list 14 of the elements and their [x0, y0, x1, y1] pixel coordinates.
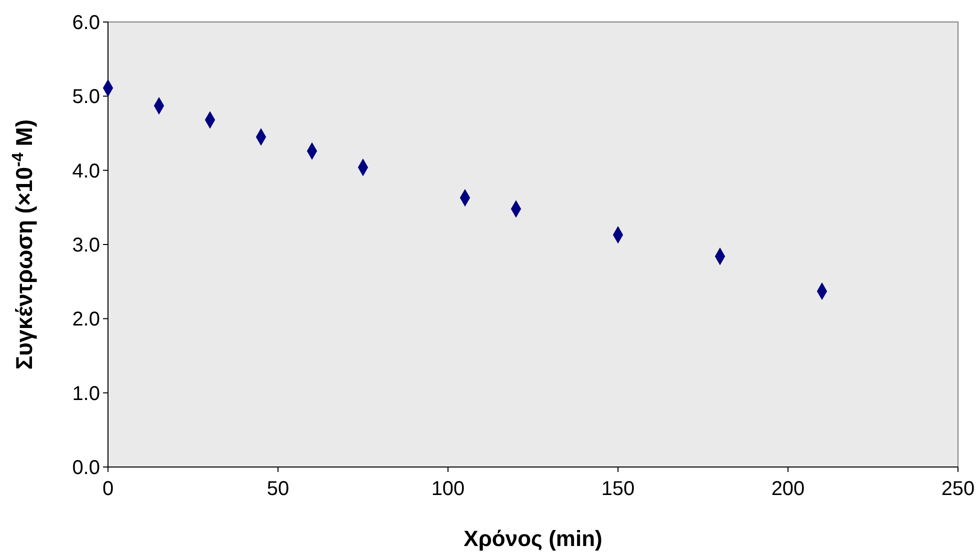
x-tick-label: 200 [771, 478, 805, 500]
y-tick-label: 1.0 [72, 382, 100, 405]
x-tick-label: 250 [941, 478, 975, 500]
y-tick-label: 4.0 [72, 160, 100, 182]
x-tick-label: 0 [102, 478, 114, 500]
y-tick-label: 5.0 [72, 86, 100, 108]
y-tick-label: 0.0 [72, 457, 100, 479]
y-tick-label: 6.0 [72, 12, 100, 34]
x-axis-title: Χρόνος (min) [464, 526, 602, 551]
x-tick-label: 150 [601, 478, 635, 500]
x-tick-label: 100 [431, 478, 465, 500]
x-tick-label: 50 [266, 478, 290, 500]
y-tick-label: 2.0 [72, 308, 100, 331]
y-tick-label: 3.0 [72, 234, 100, 256]
